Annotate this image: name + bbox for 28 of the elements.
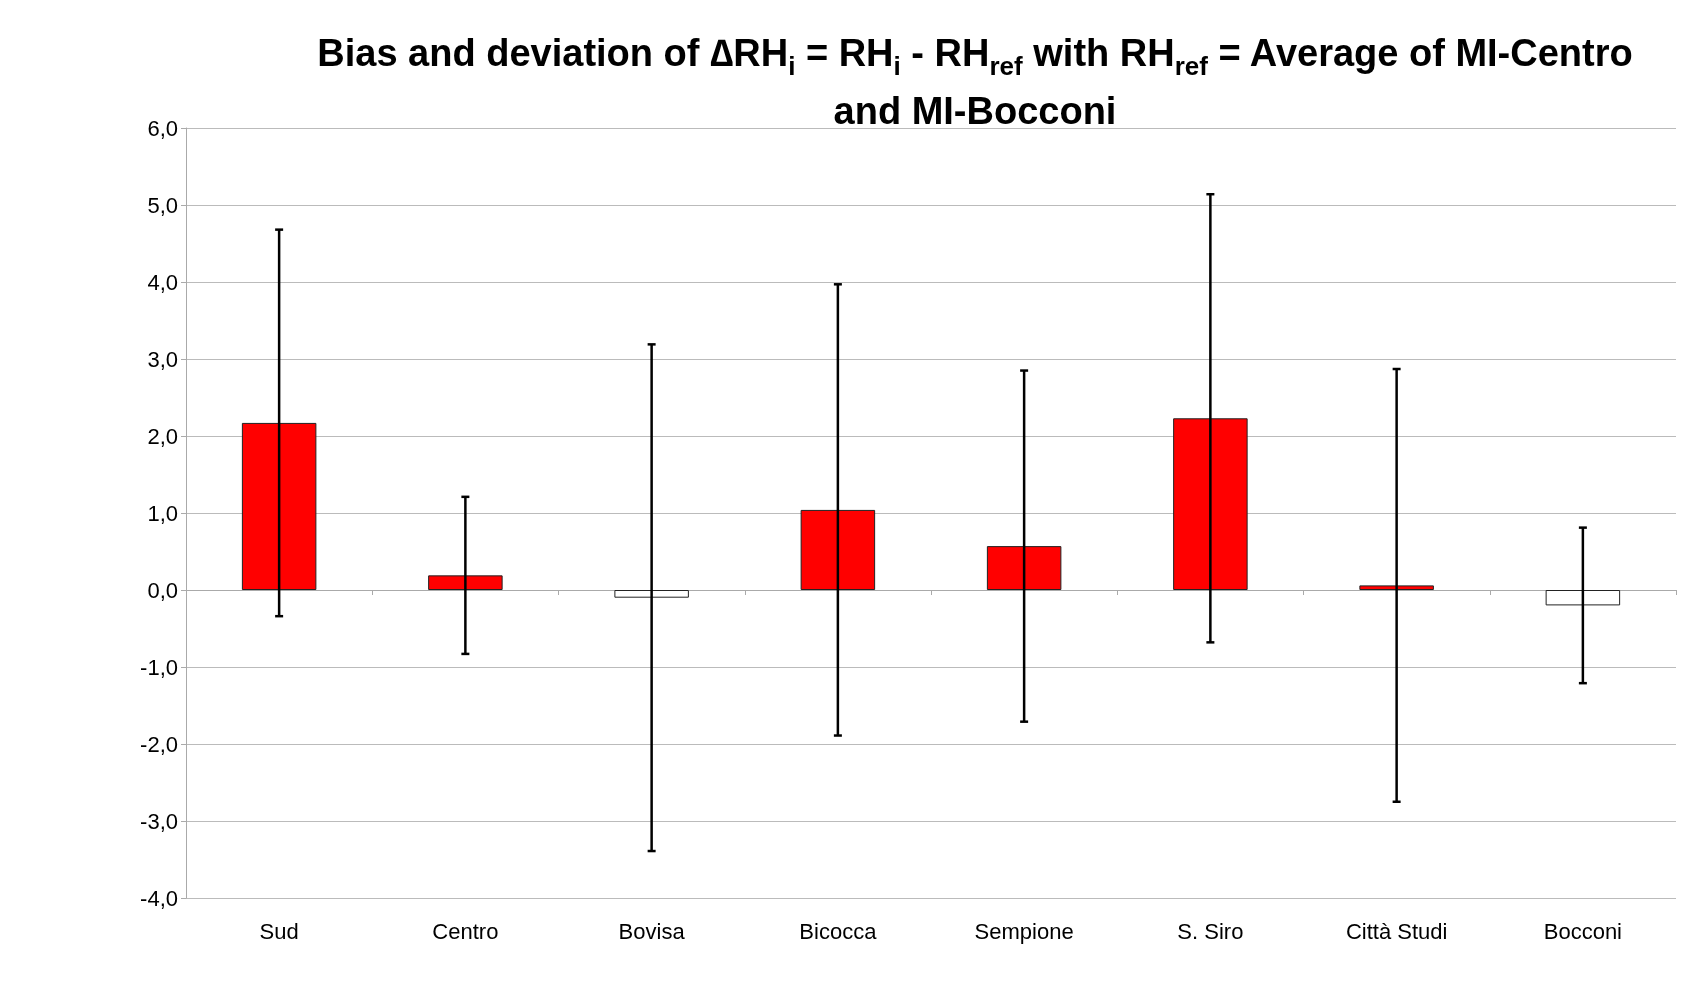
bar (986, 546, 1062, 590)
bar (241, 422, 317, 590)
bar (800, 509, 876, 590)
y-tick-label: 0,0 (147, 577, 178, 603)
y-tick-label: 6,0 (147, 115, 178, 141)
y-tick-label: -3,0 (140, 808, 178, 834)
y-tick-label: 2,0 (147, 423, 178, 449)
chart-title: Bias and deviation of ∆RH$_{i}$ = RH$_{i}$ - RH$_{ref}$ with RH$_{ref}$ = Average of MI-Centro and MI-Bocconi (317, 32, 1633, 132)
x-tick-label: S. Siro (1177, 918, 1244, 944)
x-tick-label: Bicocca (799, 918, 878, 944)
y-tick-label: 1,0 (147, 500, 178, 526)
y-tick-label: 5,0 (147, 192, 178, 218)
y-tick-label: 4,0 (147, 269, 178, 295)
y-tick-label: -4,0 (140, 885, 178, 911)
bar (1359, 585, 1434, 590)
y-tick-label: 3,0 (147, 346, 178, 372)
x-tick-label: Centro (432, 918, 499, 944)
x-tick-label: Sud (259, 918, 299, 944)
y-tick-label: -2,0 (140, 731, 178, 757)
bar (1545, 590, 1621, 606)
bar (428, 575, 503, 590)
y-tick-label: -1,0 (140, 654, 178, 680)
bar (614, 590, 689, 598)
x-tick-label: Sempione (974, 918, 1074, 944)
x-tick-label: Città Studi (1345, 918, 1448, 944)
bar (1173, 418, 1248, 590)
x-tick-label: Bocconi (1543, 918, 1623, 944)
x-tick-label: Bovisa (618, 918, 686, 944)
